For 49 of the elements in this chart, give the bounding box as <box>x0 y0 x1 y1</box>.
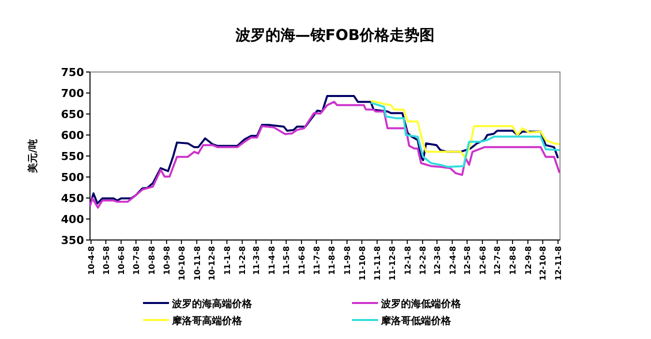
y-tick-label: 750 <box>61 66 84 79</box>
x-tick-label: 12-4-8 <box>448 246 458 275</box>
x-tick-label: 11-7-8 <box>312 246 322 275</box>
x-tick-label: 11-1-8 <box>222 246 232 275</box>
legend-label: 摩洛哥低端价格 <box>380 315 452 327</box>
x-tick-label: 10-6-8 <box>117 246 126 275</box>
x-tick-label: 12-6-8 <box>478 246 488 275</box>
x-tick-label: 11-4-8 <box>267 246 276 275</box>
x-tick-label: 10-9-8 <box>162 246 172 275</box>
x-tick-label: 11-12-8 <box>388 246 397 280</box>
y-tick-label: 550 <box>61 150 84 163</box>
x-tick-label: 10-4-8 <box>86 246 96 275</box>
x-tick-label: 12-3-8 <box>432 246 442 275</box>
y-axis-title: 美元/吨 <box>27 139 39 174</box>
x-tick-label: 12-5-8 <box>463 246 472 275</box>
x-tick-label: 10-7-8 <box>132 246 141 275</box>
chart-title: 波罗的海—铵FOB价格走势图 <box>234 26 435 44</box>
x-tick-label: 12-2-8 <box>418 246 428 275</box>
x-tick-label: 11-3-8 <box>252 246 262 275</box>
legend-label: 波罗的海高端价格 <box>171 298 253 310</box>
x-tick-label: 10-10-8 <box>177 246 186 280</box>
x-tick-label: 11-6-8 <box>298 246 307 275</box>
x-tick-label: 12-1-8 <box>403 246 412 275</box>
x-tick-label: 11-10-8 <box>358 246 367 280</box>
y-tick-label: 450 <box>61 192 84 205</box>
x-tick-label: 11-9-8 <box>342 246 352 275</box>
x-tick-label: 12-8-8 <box>508 246 518 275</box>
legend-label: 波罗的海低端价格 <box>380 298 462 310</box>
x-tick-label: 12-9-8 <box>524 246 533 275</box>
x-tick-label: 12-10-8 <box>538 246 548 280</box>
x-tick-label: 10-8-8 <box>147 246 156 275</box>
x-tick-label: 10-5-8 <box>102 246 111 275</box>
x-tick-label: 12-7-8 <box>493 246 502 275</box>
y-tick-label: 650 <box>61 108 84 121</box>
x-tick-label: 11-2-8 <box>238 246 248 275</box>
y-tick-label: 500 <box>61 171 84 184</box>
x-tick-label: 10-12-8 <box>208 246 217 280</box>
x-tick-label: 11-5-8 <box>282 246 292 275</box>
x-tick-label: 10-11-8 <box>192 246 202 280</box>
y-tick-label: 600 <box>61 129 84 142</box>
legend-label: 摩洛哥高端价格 <box>171 315 243 327</box>
y-tick-label: 350 <box>61 234 84 247</box>
x-tick-label: 12-11-8 <box>554 246 564 280</box>
line-series <box>370 102 561 168</box>
y-tick-label: 400 <box>61 213 84 226</box>
y-tick-label: 700 <box>61 87 84 100</box>
x-tick-label: 11-11-8 <box>373 246 382 280</box>
line-series <box>370 100 561 160</box>
x-tick-label: 11-8-8 <box>328 246 337 275</box>
